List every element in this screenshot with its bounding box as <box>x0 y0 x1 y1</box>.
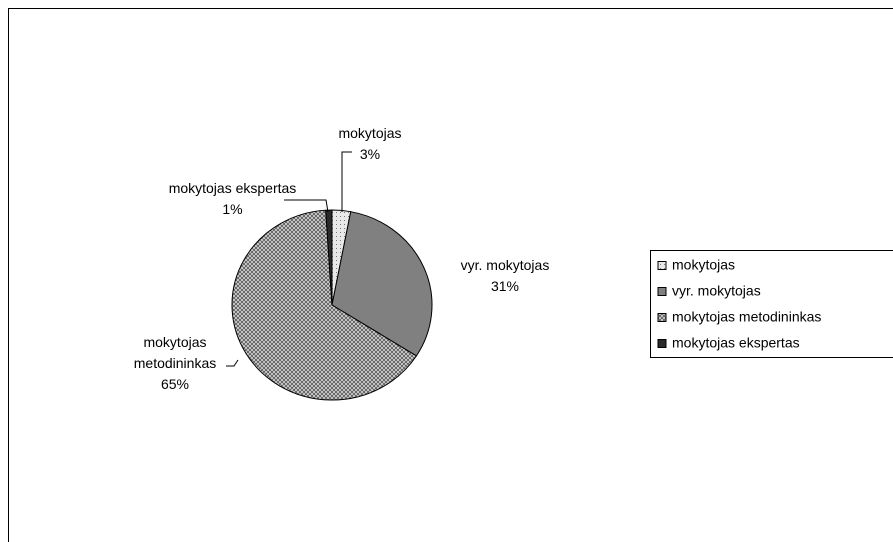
category-label: mokytojas <box>338 125 402 141</box>
legend-box <box>650 250 893 358</box>
category-label: vyr. mokytojas <box>460 257 550 273</box>
leader-line <box>284 199 329 213</box>
legend-label: vyr. mokytojas <box>672 283 761 299</box>
legend-swatch <box>657 287 667 296</box>
slice-label: mokytojas metodininkas 65% <box>120 332 230 395</box>
legend-label: mokytojas <box>672 257 735 273</box>
value-label: 3% <box>359 146 381 162</box>
legend-swatch <box>657 261 667 270</box>
pie <box>231 209 433 401</box>
category-label: mokytojas ekspertas <box>168 180 297 196</box>
legend-label: mokytojas ekspertas <box>672 335 800 351</box>
value-label: 31% <box>490 278 520 294</box>
slice-label: mokytojas ekspertas 1% <box>140 178 325 220</box>
legend: mokytojas vyr. mokytojas mokytojas metodin… <box>657 257 821 351</box>
legend-label: mokytojas metodininkas <box>672 309 821 325</box>
value-label: 1% <box>222 201 243 217</box>
pie-slice <box>231 209 418 401</box>
category-label: mokytojas metodininkas <box>133 334 217 371</box>
legend-swatch <box>657 339 667 348</box>
pie-slice <box>325 209 333 306</box>
leader-line <box>226 359 239 367</box>
slice-label: vyr. mokytojas 31% <box>435 255 575 297</box>
leader-line <box>341 151 352 212</box>
legend-swatch <box>657 313 667 322</box>
value-label: 65% <box>160 376 190 392</box>
slice-label: mokytojas 3% <box>310 123 430 165</box>
